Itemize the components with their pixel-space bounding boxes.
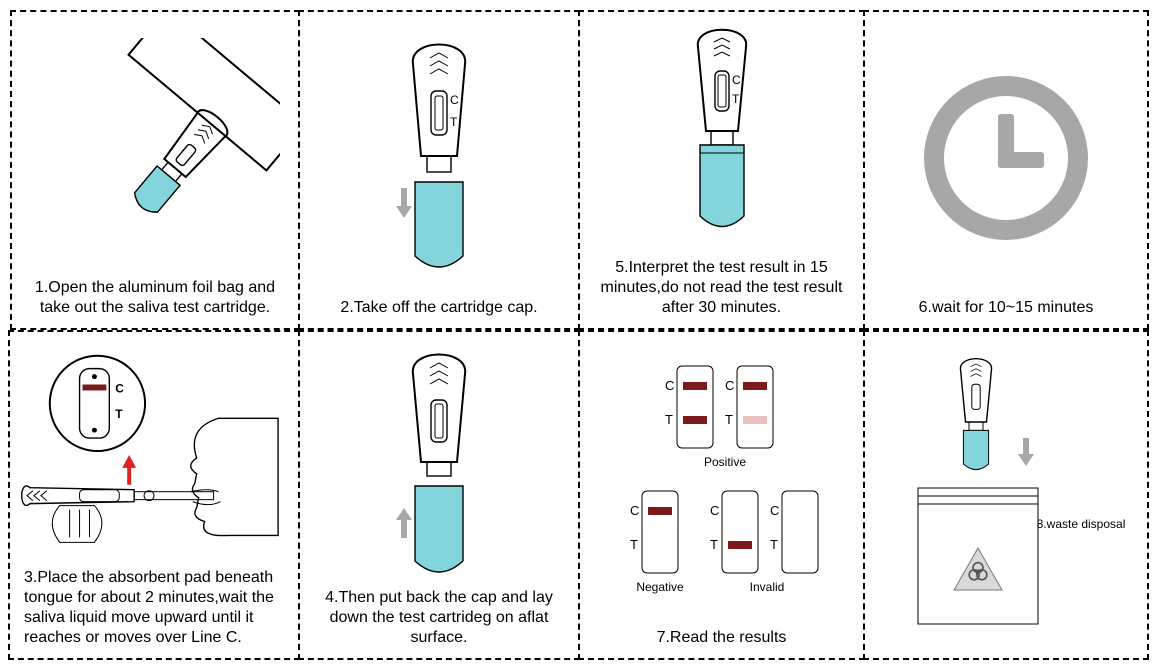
- svg-text:C: C: [630, 503, 639, 518]
- step-7-caption: 7.Read the results: [653, 628, 791, 648]
- svg-text:T: T: [710, 537, 718, 552]
- svg-text:T: T: [450, 115, 458, 129]
- svg-text:C: C: [450, 93, 459, 107]
- step-1-illustration: [22, 18, 288, 278]
- step-2-caption: 2.Take off the cartridge cap.: [336, 298, 541, 318]
- svg-text:C: C: [665, 378, 674, 393]
- step-4-caption: 4.Then put back the cap and lay down the…: [310, 588, 568, 648]
- step-6-illustration: [875, 18, 1137, 298]
- step-1-caption: 1.Open the aluminum foil bag and take ou…: [22, 278, 288, 318]
- negative-label: Negative: [636, 580, 684, 594]
- svg-text:T: T: [115, 407, 123, 421]
- step-3-cell: C T: [8, 330, 300, 660]
- step-3-caption: 3.Place the absorbent pad beneath tongue…: [20, 568, 288, 648]
- step-5-caption: 5.Interpret the test result in 15 minute…: [590, 258, 853, 318]
- step-7-cell: C T C T Positive C T Neg: [578, 330, 865, 660]
- step-4-illustration: [310, 338, 568, 588]
- clock-icon: [906, 58, 1106, 258]
- step-7-illustration: C T C T Positive C T Neg: [590, 338, 853, 634]
- step-6-caption: 6.wait for 10~15 minutes: [915, 298, 1098, 318]
- svg-text:C: C: [770, 503, 779, 518]
- invalid-label: Invalid: [749, 580, 784, 594]
- step-8-illustration: 8.waste disposal: [875, 338, 1137, 648]
- svg-text:T: T: [732, 92, 740, 106]
- step-1-cell: 1.Open the aluminum foil bag and take ou…: [10, 10, 300, 330]
- svg-text:T: T: [725, 412, 733, 427]
- positive-label: Positive: [703, 455, 745, 469]
- step-2-cell: C T 2.Take off the cartridge cap.: [298, 10, 580, 330]
- svg-text:C: C: [115, 381, 124, 395]
- step-3-illustration: C T: [20, 338, 288, 568]
- step-2-illustration: C T: [310, 18, 568, 298]
- svg-text:T: T: [770, 537, 778, 552]
- svg-text:C: C: [725, 378, 734, 393]
- svg-text:C: C: [732, 73, 741, 87]
- svg-text:T: T: [630, 537, 638, 552]
- step-8-cell: 8.waste disposal .: [863, 330, 1149, 660]
- step-6-cell: 6.wait for 10~15 minutes: [863, 10, 1149, 330]
- step-8-caption-inline: 8.waste disposal: [1037, 517, 1126, 531]
- svg-text:T: T: [665, 412, 673, 427]
- step-4-cell: 4.Then put back the cap and lay down the…: [298, 330, 580, 660]
- step-5-illustration: C T: [590, 18, 853, 258]
- svg-text:C: C: [710, 503, 719, 518]
- step-5-cell: C T 5.Interpret the test result in 15 mi…: [578, 10, 865, 330]
